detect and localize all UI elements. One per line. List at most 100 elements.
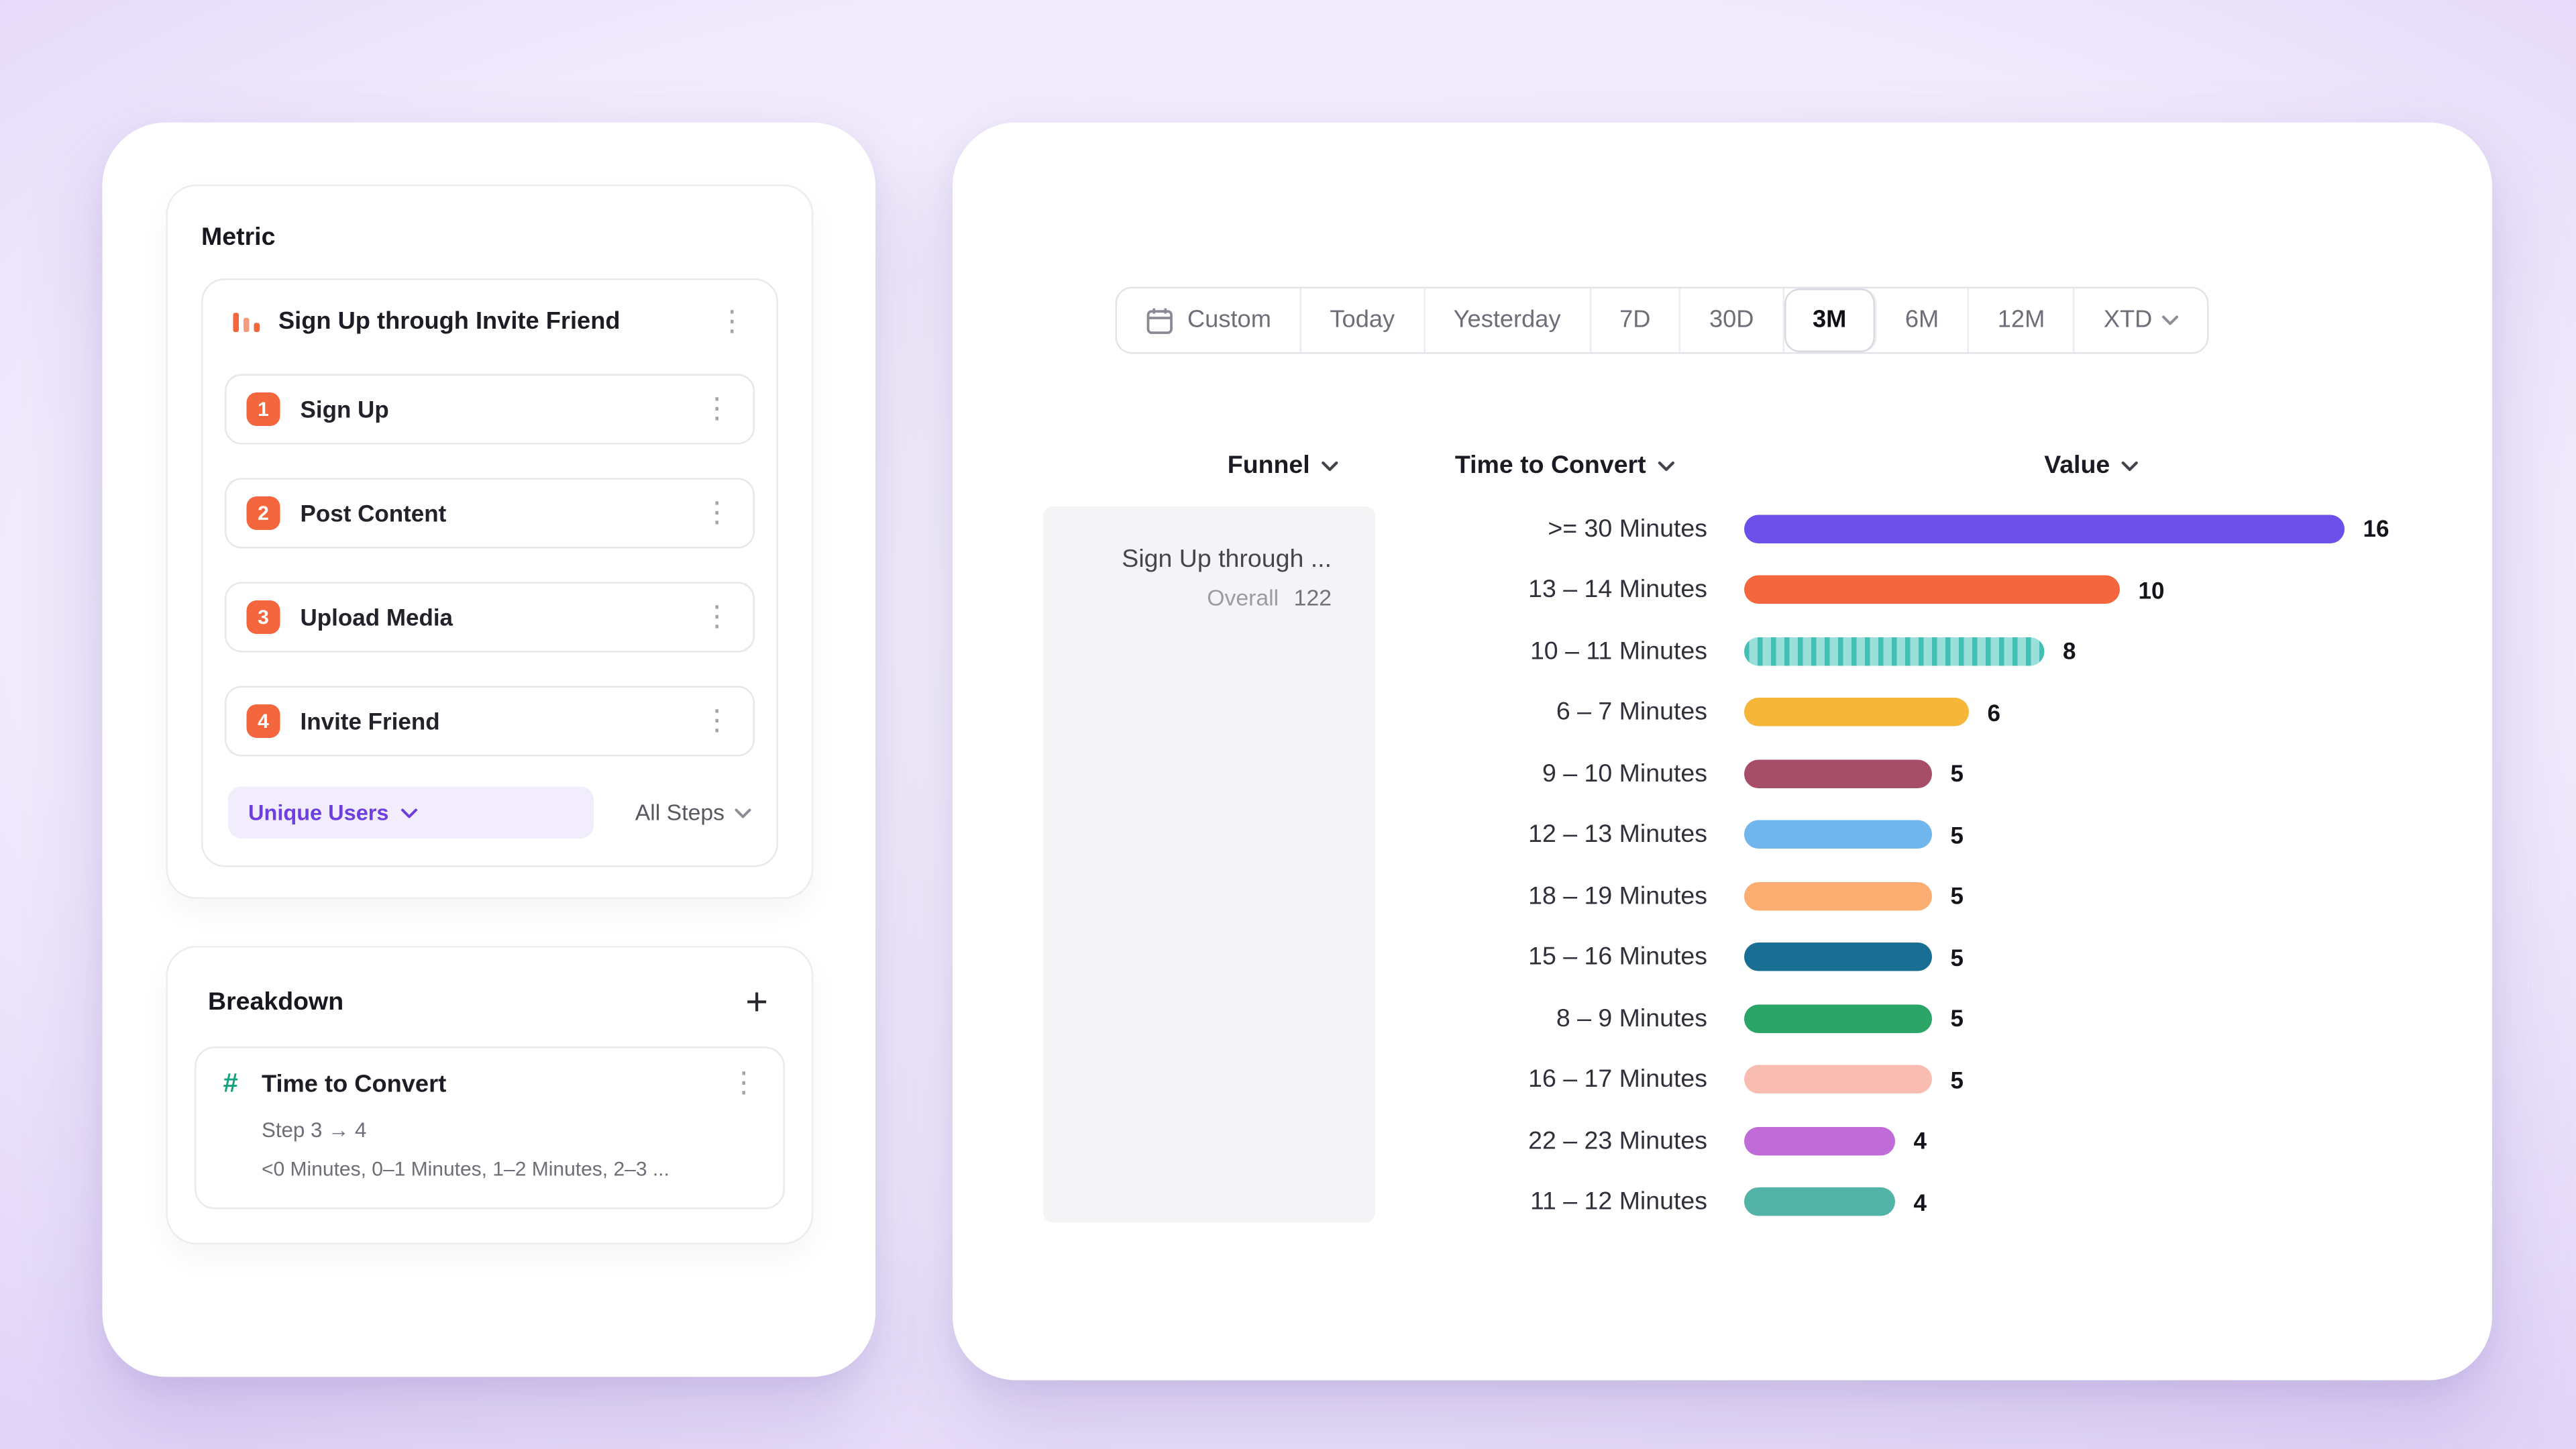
date-range-12m[interactable]: 12M [1969,288,2076,352]
chart-row: 8 – 9 Minutes 5 [1375,988,2465,1049]
bar[interactable] [1744,637,2045,665]
bucket-label: 8 – 9 Minutes [1556,1004,1707,1033]
step-label: Invite Friend [300,708,440,735]
bar-value: 5 [1950,882,1964,910]
numeric-property-icon: # [223,1069,238,1098]
funnel-step-1[interactable]: 1 Sign Up ⋮ [225,374,755,445]
funnel-summary-cell[interactable]: Sign Up through ... Overall 122 [1043,506,1375,1223]
date-range-30d[interactable]: 30D [1680,288,1784,352]
bar[interactable] [1744,820,1932,849]
kebab-menu-icon[interactable]: ⋮ [702,599,732,633]
bar[interactable] [1744,698,1969,727]
bucket-label: 6 – 7 Minutes [1556,698,1707,727]
breakdown-property-name: Time to Convert [262,1071,447,1098]
chart-row: 10 – 11 Minutes 8 [1375,621,2465,682]
date-range-label: Custom [1187,307,1271,334]
step-label: Sign Up [300,396,389,423]
funnel-step-4[interactable]: 4 Invite Friend ⋮ [225,686,755,757]
bar-chart: >= 30 Minutes 16 13 – 14 Minutes 10 10 –… [1375,498,2465,1233]
date-range-label: 12M [1997,307,2045,334]
breakdown-item-header: # Time to Convert ⋮ [217,1069,763,1099]
chart-row: >= 30 Minutes 16 [1375,498,2465,559]
chevron-down-icon [2162,315,2179,325]
breakdown-section-title: Breakdown [208,987,344,1016]
date-range-label: 30D [1709,307,1754,334]
date-range-label: XTD [2103,307,2153,334]
funnel-step-3[interactable]: 3 Upload Media ⋮ [225,582,755,653]
date-range-label: 3M [1812,307,1847,334]
column-header-label: Funnel [1227,451,1310,480]
step-number-badge: 4 [246,704,280,738]
bar[interactable] [1744,943,1932,972]
bar-value: 4 [1913,1127,1927,1155]
date-range-selector: Custom Today Yesterday 7D 30D 3M 6M 12M … [1115,286,2210,354]
chart-row: 16 – 17 Minutes 5 [1375,1049,2465,1110]
calendar-icon [1146,307,1173,333]
bucket-label: 12 – 13 Minutes [1528,820,1707,849]
chevron-down-icon [735,808,751,818]
date-range-custom[interactable]: Custom [1117,288,1301,352]
bucket-label: 15 – 16 Minutes [1528,943,1707,972]
funnel-summary-name: Sign Up through ... [1122,545,1332,574]
bar-value: 5 [1950,1005,1964,1032]
bar-value: 6 [1987,698,2000,726]
date-range-today[interactable]: Today [1301,288,1426,352]
bucket-label: 18 – 19 Minutes [1528,881,1707,910]
overall-value: 122 [1293,585,1332,611]
date-range-xtd[interactable]: XTD [2075,288,2208,352]
funnel-footer: Unique Users All Steps [225,786,755,839]
funnel-header[interactable]: Sign Up through Invite Friend ⋮ [225,304,755,341]
column-header-funnel[interactable]: Funnel [1228,451,1338,480]
chart-row: 12 – 13 Minutes 5 [1375,804,2465,865]
query-builder-panel: Metric Sign Up through Invite Friend ⋮ 1… [102,122,875,1377]
step-label: Post Content [300,500,447,527]
bar[interactable] [1744,576,2120,604]
steps-scope-label: All Steps [635,800,724,826]
bucket-label: 11 – 12 Minutes [1529,1187,1707,1217]
kebab-menu-icon[interactable]: ⋮ [729,1067,759,1101]
column-header-label: Value [2044,451,2110,480]
bar-value: 5 [1950,1066,1964,1093]
date-range-label: 6M [1904,307,1939,334]
date-range-label: Today [1330,307,1395,334]
date-range-7d[interactable]: 7D [1591,288,1681,352]
date-range-3m[interactable]: 3M [1784,288,1877,352]
chart-row: 13 – 14 Minutes 10 [1375,559,2465,621]
bar[interactable] [1744,1126,1895,1155]
chevron-down-icon [1322,460,1338,470]
bucket-label: 16 – 17 Minutes [1528,1065,1707,1094]
bar[interactable] [1744,514,2345,543]
chart-row: 18 – 19 Minutes 5 [1375,865,2465,926]
bucket-label: >= 30 Minutes [1548,514,1707,543]
bar[interactable] [1744,1065,1932,1094]
date-range-6m[interactable]: 6M [1876,288,1970,352]
chart-row: 15 – 16 Minutes 5 [1375,926,2465,987]
bar[interactable] [1744,881,1932,910]
chart-row: 9 – 10 Minutes 5 [1375,743,2465,804]
bar-value: 5 [1950,760,1964,788]
bar[interactable] [1744,1004,1932,1033]
metric-section: Metric Sign Up through Invite Friend ⋮ 1… [166,184,814,899]
kebab-menu-icon[interactable]: ⋮ [718,304,747,338]
kebab-menu-icon[interactable]: ⋮ [702,495,732,529]
breakdown-header: Breakdown + [195,975,785,1020]
kebab-menu-icon[interactable]: ⋮ [702,703,732,737]
kebab-menu-icon[interactable]: ⋮ [702,391,732,425]
date-range-yesterday[interactable]: Yesterday [1425,288,1591,352]
bar-value: 5 [1950,821,1964,849]
bar[interactable] [1744,759,1932,788]
bar-value: 8 [2063,637,2076,665]
column-header-value[interactable]: Value [2044,451,2139,480]
add-breakdown-button[interactable]: + [745,979,768,1023]
breakdown-item[interactable]: # Time to Convert ⋮ Step 3 → 4 <0 Minute… [195,1046,785,1209]
column-header-time-to-convert[interactable]: Time to Convert [1455,451,1674,480]
steps-scope-dropdown[interactable]: All Steps [635,800,751,826]
bar[interactable] [1744,1187,1895,1217]
report-panel: Custom Today Yesterday 7D 30D 3M 6M 12M … [953,122,2492,1381]
funnel-step-2[interactable]: 2 Post Content ⋮ [225,478,755,549]
metric-section-title: Metric [201,223,276,252]
counting-method-dropdown[interactable]: Unique Users [228,786,594,839]
step-number-badge: 1 [246,392,280,426]
breakdown-step-range: Step 3 → 4 [262,1118,367,1142]
